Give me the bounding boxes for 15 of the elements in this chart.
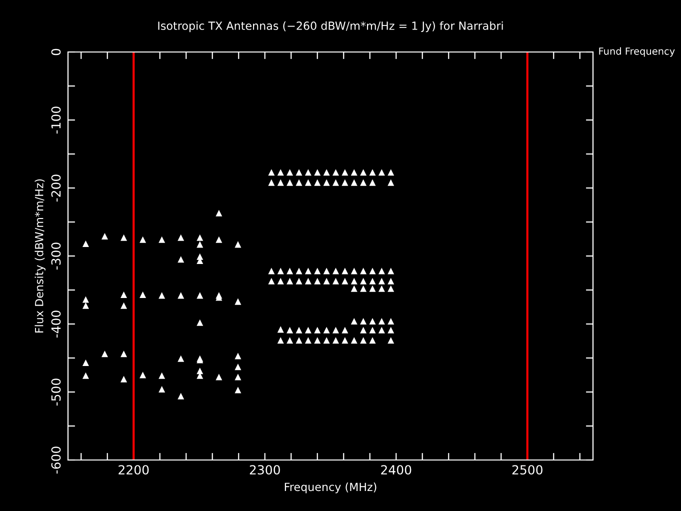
y-tick-label: -200 — [51, 174, 61, 202]
x-tick-label: 2200 — [118, 465, 149, 475]
x-tick-label: 2500 — [512, 465, 542, 475]
y-tick-label: -600 — [51, 446, 61, 474]
y-tick-label: 0 — [51, 48, 61, 56]
y-tick-label: -300 — [51, 242, 61, 270]
x-tick-label: 2300 — [250, 465, 280, 475]
y-axis-title: Flux Density (dBW/m*m/Hz) — [34, 179, 46, 333]
y-tick-label: -500 — [51, 378, 61, 406]
y-tick-label: -400 — [51, 310, 61, 338]
text: Fund Frequency — [599, 47, 675, 57]
x-tick-label: 2400 — [381, 465, 412, 475]
x-axis-title: Frequency (MHz) — [284, 482, 376, 494]
chart-title: Isotropic TX Antennas (−260 dBW/m*m/Hz = 1 Jy) for Narrabri — [158, 21, 503, 32]
y-tick-label: -100 — [51, 106, 61, 134]
